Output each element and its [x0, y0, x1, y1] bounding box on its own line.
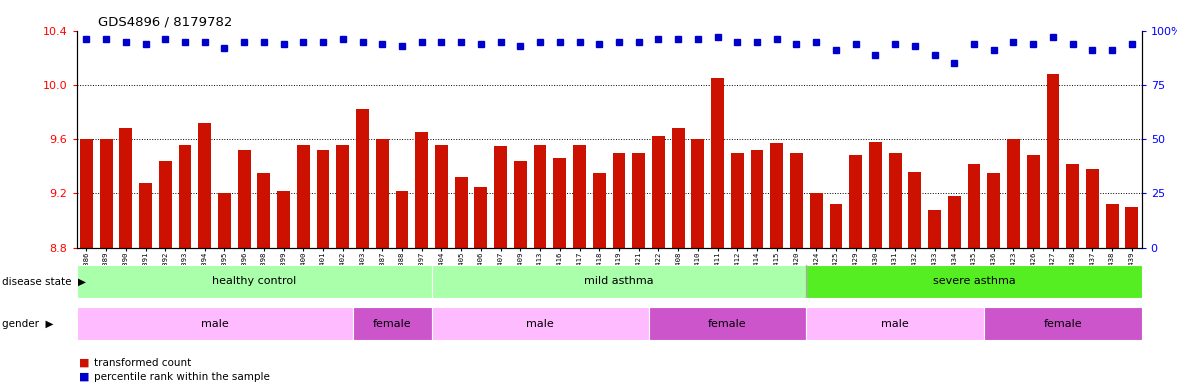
Bar: [711, 78, 724, 384]
Bar: [1046, 74, 1059, 384]
Bar: [553, 158, 566, 384]
Bar: [806, 307, 984, 340]
Bar: [1105, 204, 1118, 384]
Bar: [100, 139, 113, 384]
Bar: [533, 145, 546, 384]
Text: GDS4896 / 8179782: GDS4896 / 8179782: [98, 15, 232, 28]
Text: healthy control: healthy control: [212, 276, 297, 286]
Bar: [432, 265, 806, 298]
Bar: [198, 123, 211, 384]
Text: male: male: [526, 318, 554, 329]
Bar: [790, 153, 803, 384]
Bar: [297, 145, 310, 384]
Bar: [830, 204, 843, 384]
Bar: [179, 145, 192, 384]
Bar: [869, 142, 882, 384]
Bar: [317, 150, 330, 384]
Bar: [1008, 139, 1020, 384]
Text: female: female: [1044, 318, 1082, 329]
Bar: [353, 307, 432, 340]
Bar: [988, 173, 1000, 384]
Bar: [139, 183, 152, 384]
Bar: [984, 307, 1142, 340]
Bar: [435, 145, 447, 384]
Text: female: female: [709, 318, 746, 329]
Text: ■: ■: [79, 358, 89, 368]
Bar: [474, 187, 487, 384]
Bar: [691, 139, 704, 384]
Bar: [947, 196, 960, 384]
Bar: [454, 177, 467, 384]
Bar: [415, 132, 428, 384]
Bar: [337, 145, 350, 384]
Bar: [909, 172, 922, 384]
Bar: [731, 153, 744, 384]
Bar: [514, 161, 527, 384]
Text: male: male: [201, 318, 228, 329]
Bar: [889, 153, 902, 384]
Bar: [1086, 169, 1099, 384]
Bar: [357, 109, 368, 384]
Bar: [632, 153, 645, 384]
Bar: [258, 173, 271, 384]
Bar: [573, 145, 586, 384]
Bar: [850, 156, 862, 384]
Bar: [929, 210, 940, 384]
Bar: [593, 173, 606, 384]
Bar: [806, 265, 1142, 298]
Bar: [77, 307, 353, 340]
Text: transformed count: transformed count: [94, 358, 192, 368]
Bar: [80, 139, 93, 384]
Bar: [238, 150, 251, 384]
Text: male: male: [882, 318, 909, 329]
Bar: [1026, 156, 1039, 384]
Text: mild asthma: mild asthma: [584, 276, 653, 286]
Bar: [751, 150, 764, 384]
Bar: [612, 153, 625, 384]
Bar: [278, 191, 290, 384]
Bar: [652, 136, 665, 384]
Bar: [1125, 207, 1138, 384]
Bar: [432, 307, 649, 340]
Text: female: female: [373, 318, 412, 329]
Text: ■: ■: [79, 372, 89, 382]
Bar: [771, 143, 783, 384]
Bar: [967, 164, 980, 384]
Bar: [395, 191, 408, 384]
Bar: [1066, 164, 1079, 384]
Bar: [218, 194, 231, 384]
Bar: [159, 161, 172, 384]
Text: disease state  ▶: disease state ▶: [2, 276, 86, 286]
Bar: [672, 128, 685, 384]
Text: percentile rank within the sample: percentile rank within the sample: [94, 372, 270, 382]
Bar: [77, 265, 432, 298]
Bar: [649, 307, 806, 340]
Bar: [494, 146, 507, 384]
Bar: [119, 128, 132, 384]
Bar: [375, 139, 388, 384]
Text: gender  ▶: gender ▶: [2, 318, 54, 329]
Bar: [810, 194, 823, 384]
Text: severe asthma: severe asthma: [932, 276, 1016, 286]
